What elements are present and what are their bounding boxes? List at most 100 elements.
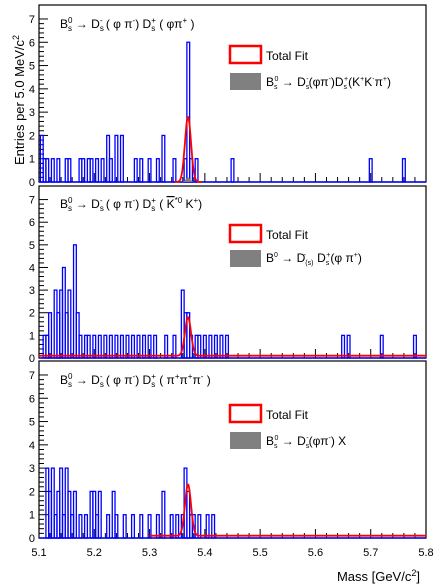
- legend-component-label-sup: +: [360, 76, 364, 83]
- panel-bottom-title: Bs0 → Ds- ( φ π-) Ds+ ( π+π+π- ): [60, 372, 211, 389]
- panel-top-title-sup: -: [100, 16, 103, 25]
- panel-top-component: [179, 177, 197, 182]
- y-tick-label: 5: [29, 240, 35, 252]
- y-tick-label: 3: [29, 463, 35, 475]
- x-axis-label: Mass [GeV/c2]: [337, 568, 420, 584]
- panel-top-title-sup: 0: [68, 16, 73, 25]
- histogram-bin: [86, 334, 91, 359]
- y-tick-label: 5: [29, 417, 35, 429]
- histogram-bin: [155, 158, 160, 183]
- panel-top-xticks: [38, 173, 427, 182]
- fit-curve: [39, 316, 426, 357]
- panel-bottom-title-sup: -: [100, 372, 103, 381]
- histogram-bin: [122, 514, 127, 539]
- legend-fit-label: Total Fit: [266, 408, 309, 422]
- legend-component-label-sup: +: [354, 252, 358, 259]
- y-tick-label: 1: [29, 330, 35, 342]
- y-tick-label: 2: [29, 486, 35, 498]
- x-tick-label: 5.8: [418, 547, 433, 559]
- panel-bottom-title-part: ) D: [135, 373, 151, 387]
- x-tick-labels: 5.1 5.2 5.3 5.4 5.5 5.6 5.7 5.8: [31, 547, 433, 559]
- panel-bottom-histogram: [39, 467, 426, 539]
- histogram-bin: [133, 158, 138, 183]
- legend-component-label-sup: -: [306, 435, 309, 442]
- fit-curve: [174, 116, 203, 183]
- panel-bottom-title-sub: s: [68, 380, 72, 389]
- histogram-bin: [95, 158, 100, 183]
- legend-component-label-sup: +: [326, 252, 330, 259]
- histogram-bin: [197, 514, 202, 539]
- panel-middle-title-part: → D: [72, 197, 100, 211]
- histogram-bin: [78, 514, 83, 539]
- panel-middle-title-part: ): [198, 197, 202, 211]
- panel-middle-title-sub: s: [100, 204, 104, 213]
- panel-middle-title-sup: +: [193, 196, 198, 205]
- y-tick-label: 6: [29, 217, 35, 229]
- histogram-bin: [136, 334, 141, 359]
- panel-top-fit: [174, 116, 203, 183]
- histogram-bin: [139, 514, 144, 539]
- y-tick-label: 3: [29, 107, 35, 119]
- panel-bottom-fit: [149, 483, 426, 537]
- y-axis-label-main: Entries per 5.0 MeV/c: [12, 40, 27, 165]
- histogram-bin: [92, 334, 97, 359]
- legend-fit-swatch: [228, 403, 263, 424]
- panel-bottom-title-sup: +: [175, 372, 180, 381]
- panel-middle-title-part: K: [167, 197, 175, 211]
- histogram-bin: [346, 334, 351, 359]
- legend-component-label-sup: 0: [274, 252, 278, 259]
- panel-top-title-part: ( φ π: [102, 17, 132, 31]
- panel-middle-title-sup: +: [151, 196, 156, 205]
- histogram-bin: [164, 334, 169, 359]
- histogram-bin: [72, 244, 77, 359]
- y-tick-label: 6: [29, 37, 35, 49]
- legend-component-label-part: π: [375, 75, 383, 89]
- legend-component-label-part: ) X: [331, 434, 346, 448]
- histogram-bin: [114, 134, 119, 183]
- histogram-bin: [45, 158, 50, 183]
- histogram-bin: [155, 514, 160, 539]
- panel-bottom-frame: [38, 360, 427, 539]
- legend-component-label-sub: s: [274, 443, 278, 450]
- histogram-bin: [213, 334, 218, 359]
- legend-component-label-part: ): [358, 251, 362, 265]
- histogram-bin: [175, 514, 180, 539]
- x-axis-label-main: Mass [GeV/c: [337, 569, 412, 584]
- histogram-bin: [106, 514, 111, 539]
- x-tick-label: 5.7: [363, 547, 378, 559]
- x-tick-label: 5.1: [31, 547, 46, 559]
- histogram-bin: [153, 334, 158, 359]
- histogram-bin: [100, 158, 105, 183]
- histogram-bin: [89, 158, 94, 183]
- histogram-bin: [172, 334, 177, 359]
- histogram-bin: [48, 312, 53, 359]
- y-tick-label: 6: [29, 393, 35, 405]
- panel-middle-title-sup: 0: [68, 196, 73, 205]
- legend-component-label-sub: s: [326, 260, 330, 267]
- legend-component-label-part: B: [266, 434, 274, 448]
- legend-component-swatch: [230, 432, 261, 449]
- legend-fit-label: Total Fit: [266, 228, 309, 242]
- panel-top-frame: [38, 4, 427, 183]
- legend-component-label-part: D: [314, 251, 326, 265]
- panel-middle-histogram: [39, 244, 426, 359]
- y-tick-label: 0: [29, 533, 35, 545]
- histogram-bin: [56, 158, 61, 183]
- legend-component-label-sub: s: [306, 443, 310, 450]
- legend-component-label-sub: s: [306, 84, 310, 91]
- histogram-bin: [59, 467, 64, 539]
- y-tick-label: 7: [29, 195, 35, 207]
- y-tick-label: 3: [29, 285, 35, 297]
- legend-component-label-sup: -: [303, 252, 306, 259]
- panel-top-title: Bs0 → Ds- ( φ π-) Ds+ ( φπ+ ): [60, 16, 194, 33]
- histogram-bin: [147, 334, 152, 359]
- panel-top-title-part: B: [60, 17, 68, 31]
- panel-bottom-title-sup: +: [151, 372, 156, 381]
- panel-bottom-title-sup: -: [133, 372, 136, 381]
- legend-component-swatch: [230, 73, 261, 90]
- legend-component-swatch: [230, 250, 261, 267]
- legend-fit-swatch: [228, 223, 263, 244]
- legend-component-label-sup: -: [306, 76, 309, 83]
